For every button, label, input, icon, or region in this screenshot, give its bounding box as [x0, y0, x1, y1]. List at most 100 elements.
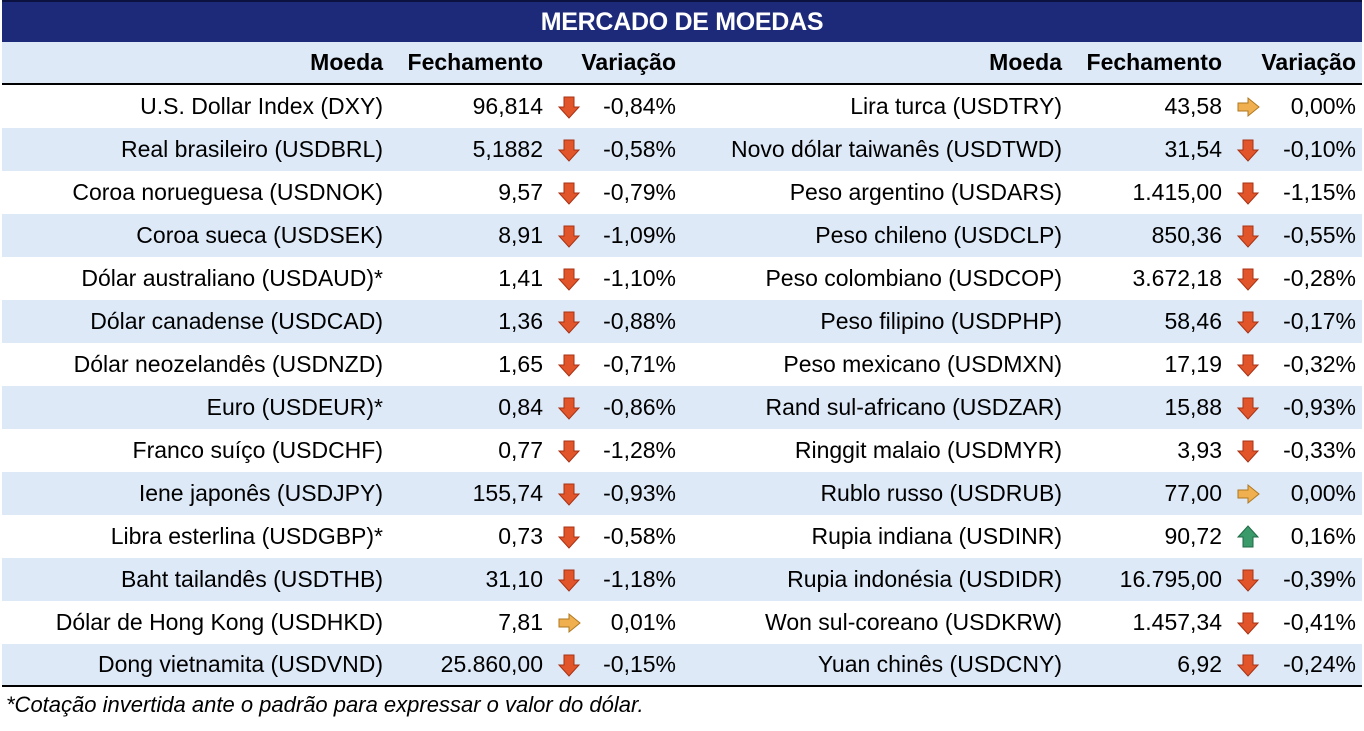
table-row: Dong vietnamita (USDVND) 25.860,00 -0,15% Y… [2, 644, 1362, 687]
currency-name: Coroa norueguesa (USDNOK) [72, 179, 383, 205]
currency-name: Libra esterlina (USDGBP)* [110, 523, 383, 549]
closing-value: 90,72 [1164, 523, 1222, 549]
closing-value: 1.415,00 [1132, 179, 1222, 205]
variation-percent: -1,15% [1283, 179, 1356, 205]
table-row: Franco suíço (USDCHF) 0,77 -1,28% Ringgit m… [2, 429, 1362, 472]
variation-percent: -0,32% [1283, 351, 1356, 377]
closing-value: 1,65 [498, 351, 543, 377]
currency-name: Novo dólar taiwanês (USDTWD) [730, 136, 1062, 162]
variation-cell: -0,17% [1228, 300, 1362, 343]
header-variacao-right: Variação [1261, 49, 1356, 75]
variation-cell: -0,79% [549, 171, 682, 214]
arrow-down-icon [1236, 182, 1260, 205]
closing-value: 1,41 [498, 265, 543, 291]
variation-cell: 0,01% [549, 601, 682, 644]
currency-name: Rand sul-africano (USDZAR) [765, 394, 1062, 420]
closing-value: 7,81 [498, 609, 543, 635]
closing-value: 3.672,18 [1132, 265, 1222, 291]
currency-name: Rublo russo (USDRUB) [820, 480, 1062, 506]
variation-cell: -0,93% [1228, 386, 1362, 429]
arrow-down-icon [557, 311, 581, 334]
closing-value: 3,93 [1177, 437, 1222, 463]
currency-name: Iene japonês (USDJPY) [138, 480, 383, 506]
arrow-down-icon [557, 440, 581, 463]
arrow-down-icon [557, 569, 581, 592]
variation-cell: -0,24% [1228, 644, 1362, 685]
arrow-down-icon [1236, 440, 1260, 463]
closing-value: 0,73 [498, 523, 543, 549]
closing-value: 1.457,34 [1132, 609, 1222, 635]
variation-percent: -0,28% [1283, 265, 1356, 291]
arrow-down-icon [557, 139, 581, 162]
variation-cell: -0,93% [549, 472, 682, 515]
closing-value: 43,58 [1164, 93, 1222, 119]
currency-name: Coroa sueca (USDSEK) [136, 222, 383, 248]
closing-value: 16.795,00 [1119, 566, 1222, 592]
variation-percent: -0,84% [603, 93, 676, 119]
currency-name: Dólar de Hong Kong (USDHKD) [55, 609, 383, 635]
variation-cell: -0,15% [549, 644, 682, 685]
variation-percent: -0,41% [1283, 609, 1356, 635]
closing-value: 1,36 [498, 308, 543, 334]
currency-name: Peso colombiano (USDCOP) [765, 265, 1062, 291]
table-row: Dólar neozelandês (USDNZD) 1,65 -0,71% Peso… [2, 343, 1362, 386]
currency-name: Dong vietnamita (USDVND) [97, 651, 383, 677]
arrow-right-icon [558, 612, 581, 633]
footnote: *Cotação invertida ante o padrão para ex… [6, 692, 644, 717]
variation-cell: -0,55% [1228, 214, 1362, 257]
closing-value: 9,57 [498, 179, 543, 205]
variation-cell: -0,41% [1228, 601, 1362, 644]
closing-value: 155,74 [472, 480, 543, 506]
closing-value: 31,10 [485, 566, 543, 592]
arrow-down-icon [1236, 354, 1260, 377]
variation-percent: -0,58% [603, 523, 676, 549]
table-row: Dólar de Hong Kong (USDHKD) 7,81 0,01% Won … [2, 601, 1362, 644]
arrow-down-icon [1236, 569, 1260, 592]
variation-cell: -1,18% [549, 558, 682, 601]
arrow-down-icon [1236, 139, 1260, 162]
arrow-right-icon [1237, 96, 1260, 117]
table-row: Euro (USDEUR)* 0,84 -0,86% Rand sul-african… [2, 386, 1362, 429]
variation-percent: -1,18% [603, 566, 676, 592]
header-variacao-left: Variação [581, 49, 676, 75]
variation-cell: -0,84% [549, 85, 682, 128]
arrow-down-icon [557, 483, 581, 506]
variation-percent: -0,71% [603, 351, 676, 377]
arrow-up-icon [1236, 524, 1260, 547]
variation-cell: -1,09% [549, 214, 682, 257]
table-row: Real brasileiro (USDBRL) 5,1882 -0,58% Novo… [2, 128, 1362, 171]
variation-cell: 0,00% [1228, 472, 1362, 515]
variation-cell: -0,39% [1228, 558, 1362, 601]
currency-name: Lira turca (USDTRY) [850, 93, 1062, 119]
variation-percent: -1,28% [603, 437, 676, 463]
variation-cell: 0,00% [1228, 85, 1362, 128]
arrow-down-icon [557, 268, 581, 291]
variation-percent: -0,86% [603, 394, 676, 420]
table-row: Iene japonês (USDJPY) 155,74 -0,93% Rublo r… [2, 472, 1362, 515]
variation-percent: -0,93% [1283, 394, 1356, 420]
variation-cell: -1,10% [549, 257, 682, 300]
currency-market-table: MERCADO DE MOEDAS Moeda Fechamento Varia… [2, 0, 1362, 687]
currency-name: Peso filipino (USDPHP) [820, 308, 1062, 334]
currency-name: Dólar australiano (USDAUD)* [81, 265, 383, 291]
arrow-right-icon [1237, 483, 1260, 504]
arrow-down-icon [1236, 612, 1260, 635]
table-row: Baht tailandês (USDTHB) 31,10 -1,18% Rupia … [2, 558, 1362, 601]
variation-percent: -0,93% [603, 480, 676, 506]
variation-percent: -0,58% [603, 136, 676, 162]
table-row: Coroa norueguesa (USDNOK) 9,57 -0,79% Peso … [2, 171, 1362, 214]
arrow-down-icon [557, 354, 581, 377]
variation-cell: -0,71% [549, 343, 682, 386]
table-row: U.S. Dollar Index (DXY) 96,814 -0,84% Lira … [2, 85, 1362, 128]
variation-percent: -0,39% [1283, 566, 1356, 592]
variation-percent: 0,16% [1290, 523, 1356, 549]
variation-cell: -0,33% [1228, 429, 1362, 472]
variation-percent: 0,01% [610, 609, 676, 635]
variation-percent: -0,33% [1283, 437, 1356, 463]
variation-percent: -1,10% [603, 265, 676, 291]
closing-value: 17,19 [1164, 351, 1222, 377]
variation-percent: -1,09% [603, 222, 676, 248]
table-row: Libra esterlina (USDGBP)* 0,73 -0,58% Rupia… [2, 515, 1362, 558]
closing-value: 5,1882 [472, 136, 543, 162]
variation-cell: -0,88% [549, 300, 682, 343]
